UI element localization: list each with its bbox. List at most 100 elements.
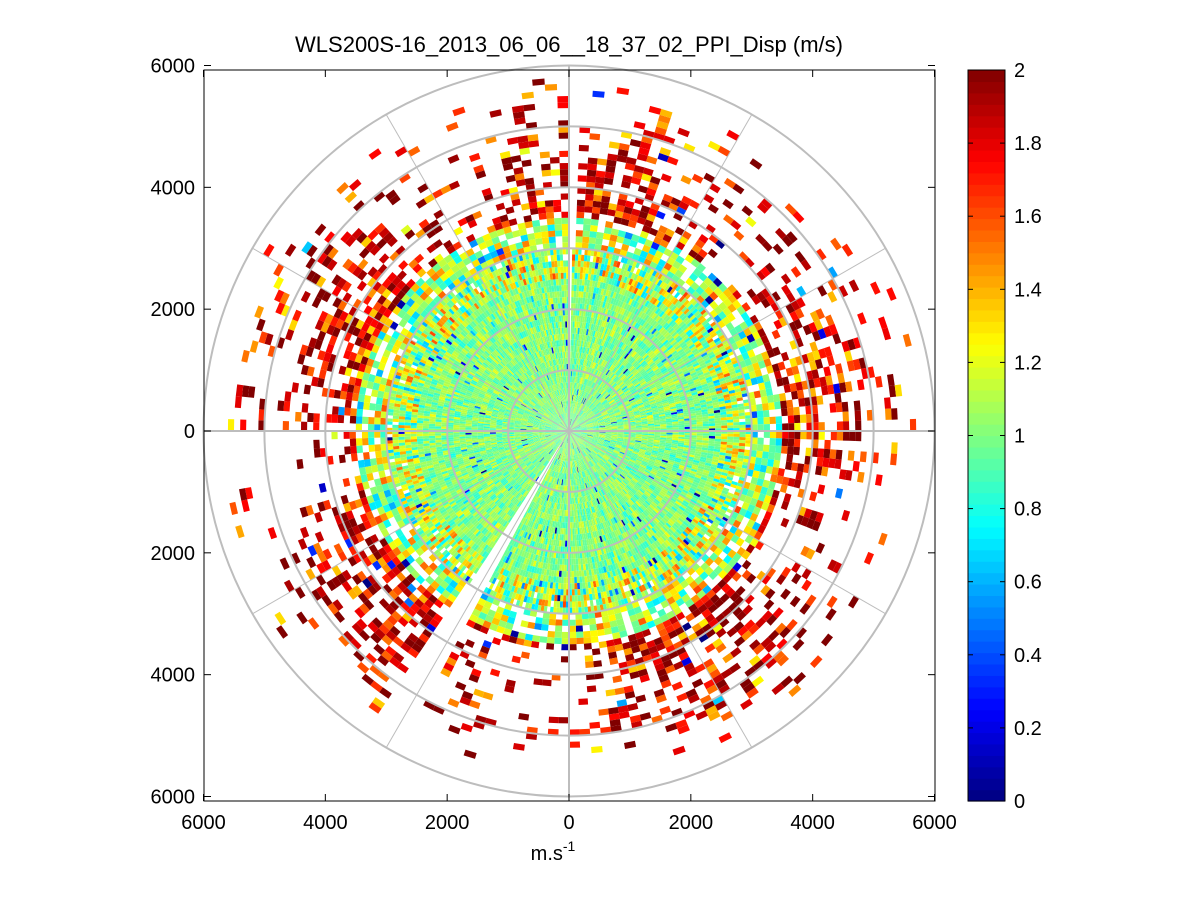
ppi-cell (539, 436, 546, 438)
ppi-cell (556, 403, 560, 409)
ppi-cell (564, 449, 567, 456)
ppi-cell (546, 421, 553, 425)
ppi-cell (566, 455, 568, 462)
ppi-cell (574, 427, 581, 430)
ppi-cell (548, 441, 554, 445)
ppi-cell (556, 417, 561, 423)
ppi-cell (542, 443, 549, 448)
ppi-cell (551, 413, 557, 419)
ppi-cell (555, 446, 559, 452)
ppi-cell (549, 441, 555, 446)
ppi-cell (544, 433, 551, 435)
ppi-cell (553, 437, 559, 441)
ppi-cell (551, 434, 558, 437)
ppi-cell (581, 433, 587, 435)
ppi-cell (551, 457, 556, 464)
ppi-cell (552, 435, 558, 439)
ppi-cell (572, 413, 575, 420)
ppi-cell (573, 435, 578, 440)
ppi-cell (561, 401, 564, 408)
ppi-cell (575, 448, 578, 454)
ppi-cell (586, 423, 593, 426)
ppi-cell (574, 433, 581, 436)
ppi-cell (572, 420, 576, 426)
ppi-cell (572, 448, 575, 455)
ppi-cell (566, 400, 568, 407)
ppi-cell (586, 424, 593, 427)
ppi-cell (575, 429, 582, 431)
ppi-cell (576, 440, 581, 446)
ppi-cell (570, 406, 572, 413)
ppi-cell (580, 412, 585, 418)
ppi-cell (579, 446, 583, 452)
ppi-cell (583, 442, 589, 446)
ppi-cell (540, 439, 547, 443)
ppi-cell (579, 410, 583, 416)
ppi-cell (587, 401, 592, 407)
ppi-cell (558, 441, 563, 447)
ppi-cell (564, 442, 567, 449)
ppi-cell (570, 419, 573, 426)
ppi-cell (577, 439, 583, 444)
ppi-cell (573, 422, 579, 427)
ppi-cell (557, 432, 564, 434)
ppi-cell (586, 456, 590, 462)
ppi-cell (597, 416, 603, 420)
ppi-cell (585, 421, 592, 425)
ppi-cell (594, 447, 600, 452)
ppi-cell (590, 442, 596, 446)
ppi-cell (580, 423, 586, 427)
ppi-cell (562, 442, 565, 449)
ppi-cell (576, 440, 581, 446)
ppi-cell (578, 410, 583, 416)
ppi-cell (596, 443, 603, 447)
ppi-cell (566, 504, 568, 511)
ppi-cell (570, 412, 571, 419)
ppi-cell (597, 418, 604, 422)
ppi-cell (539, 422, 546, 425)
ppi-cell (575, 441, 580, 447)
ppi-cell (584, 417, 590, 421)
ppi-cell (561, 454, 564, 461)
ppi-cell (545, 434, 552, 437)
ppi-cell (574, 414, 577, 420)
ppi-cell (579, 420, 585, 425)
ppi-cell (552, 423, 558, 426)
ppi-cell (564, 407, 566, 414)
ppi-cell (580, 435, 587, 438)
ppi-cell (557, 433, 564, 437)
ppi-cell (573, 435, 578, 440)
ppi-cell (577, 409, 581, 415)
ppi-cell (575, 432, 581, 434)
ppi-cell (583, 416, 589, 421)
ppi-cell (547, 455, 552, 461)
ppi-cell (577, 460, 580, 467)
ppi-cell (576, 440, 580, 446)
ppi-cell (561, 414, 565, 420)
ppi-cell (557, 425, 564, 429)
ppi-cell (572, 455, 574, 462)
ppi-cell (588, 454, 593, 459)
ppi-cell (554, 458, 558, 465)
ppi-cell (575, 460, 578, 467)
ppi-cell (571, 413, 574, 420)
ppi-cell (542, 442, 548, 446)
ppi-cell (570, 419, 573, 426)
ppi-cell (575, 460, 578, 467)
ppi-cell (573, 434, 579, 439)
ppi-cell (593, 428, 600, 430)
ppi-cell (550, 432, 557, 434)
ppi-cell (585, 409, 591, 414)
ppi-cell (569, 431, 574, 436)
ppi-cell (588, 454, 593, 460)
ppi-cell (559, 434, 565, 439)
ppi-cell (546, 421, 553, 425)
ppi-cell (571, 436, 574, 443)
ppi-cell (570, 436, 572, 443)
ppi-cell (591, 420, 598, 424)
ppi-cell (560, 441, 564, 448)
ppi-cell (559, 454, 562, 461)
ppi-cell (577, 439, 582, 445)
ppi-cell (544, 445, 550, 450)
ppi-cell (573, 414, 577, 420)
